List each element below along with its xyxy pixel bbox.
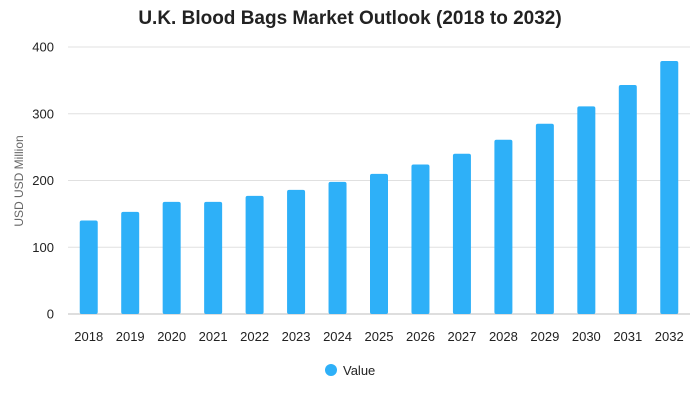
- bar-2028[interactable]: [494, 139, 513, 314]
- bar-2026[interactable]: [411, 164, 430, 314]
- bar-2027[interactable]: [452, 153, 471, 314]
- x-tick-label: 2032: [655, 329, 684, 344]
- y-tick-label: 300: [32, 106, 54, 121]
- x-tick-label: 2024: [323, 329, 352, 344]
- x-tick-label: 2023: [282, 329, 311, 344]
- legend-label: Value: [343, 363, 375, 378]
- bar-2029[interactable]: [535, 123, 554, 314]
- x-axis-ticks: 2018 2019 2020 2021 2022 2023 2024 2025 2026 2027…: [74, 329, 683, 344]
- bar-2020[interactable]: [162, 201, 181, 314]
- bar-2024[interactable]: [328, 181, 347, 314]
- y-tick-label: 100: [32, 240, 54, 255]
- x-tick-label: 2025: [365, 329, 394, 344]
- chart-title: U.K. Blood Bags Market Outlook (2018 to …: [138, 8, 561, 29]
- bar-2019[interactable]: [121, 211, 140, 314]
- x-tick-label: 2020: [157, 329, 186, 344]
- legend[interactable]: Value: [325, 363, 375, 378]
- x-tick-label: 2031: [613, 329, 642, 344]
- y-tick-label: 400: [32, 40, 54, 55]
- x-tick-label: 2027: [447, 329, 476, 344]
- x-tick-label: 2018: [74, 329, 103, 344]
- x-tick-label: 2026: [406, 329, 435, 344]
- bar-2021[interactable]: [204, 201, 223, 314]
- bar-2022[interactable]: [245, 195, 264, 314]
- y-tick-label: 200: [32, 173, 54, 188]
- legend-marker: [325, 364, 337, 376]
- bar-2023[interactable]: [287, 189, 306, 314]
- y-axis-label: USD USD Million: [12, 135, 26, 226]
- x-tick-label: 2021: [199, 329, 228, 344]
- x-tick-label: 2022: [240, 329, 269, 344]
- bars: [79, 61, 679, 314]
- y-axis-ticks: 0 100 200 300 400: [32, 40, 54, 322]
- y-tick-label: 0: [47, 307, 54, 322]
- x-tick-label: 2019: [116, 329, 145, 344]
- x-tick-label: 2030: [572, 329, 601, 344]
- bar-2032[interactable]: [660, 61, 679, 314]
- x-tick-label: 2029: [530, 329, 559, 344]
- bar-2025[interactable]: [370, 173, 388, 314]
- x-tick-label: 2028: [489, 329, 518, 344]
- bar-2030[interactable]: [577, 106, 596, 314]
- bar-2018[interactable]: [79, 220, 98, 314]
- bar-2031[interactable]: [618, 85, 637, 314]
